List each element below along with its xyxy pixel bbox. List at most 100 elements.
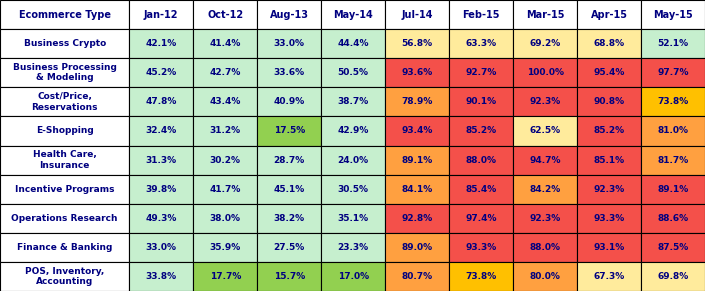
Text: 52.1%: 52.1% [658, 39, 689, 48]
Bar [257, 58, 321, 87]
Bar [129, 58, 193, 87]
Text: 68.8%: 68.8% [594, 39, 625, 48]
Bar [0, 262, 129, 291]
Bar [641, 233, 705, 262]
Bar [129, 146, 193, 175]
Text: 89.1%: 89.1% [402, 156, 433, 164]
Text: 45.1%: 45.1% [274, 185, 305, 194]
Bar [385, 175, 449, 204]
Bar [257, 146, 321, 175]
Bar [385, 233, 449, 262]
Text: 17.7%: 17.7% [209, 272, 241, 281]
Text: Aug-13: Aug-13 [270, 10, 309, 19]
Text: Operations Research: Operations Research [11, 214, 118, 223]
Bar [513, 233, 577, 262]
Bar [0, 175, 129, 204]
Bar [385, 29, 449, 58]
Text: 87.5%: 87.5% [657, 243, 689, 252]
Bar [0, 0, 129, 29]
Text: 73.8%: 73.8% [465, 272, 497, 281]
Text: Jul-14: Jul-14 [401, 10, 433, 19]
Text: 42.7%: 42.7% [209, 68, 241, 77]
Text: 42.1%: 42.1% [146, 39, 177, 48]
Bar [129, 175, 193, 204]
Bar [321, 58, 385, 87]
Bar [641, 204, 705, 233]
Text: 40.9%: 40.9% [274, 97, 305, 106]
Bar [321, 175, 385, 204]
Bar [193, 58, 257, 87]
Bar [321, 146, 385, 175]
Text: 94.7%: 94.7% [529, 156, 561, 164]
Bar [577, 58, 641, 87]
Text: 63.3%: 63.3% [465, 39, 497, 48]
Bar [193, 175, 257, 204]
Text: 78.9%: 78.9% [401, 97, 433, 106]
Bar [513, 87, 577, 116]
Text: 81.0%: 81.0% [658, 127, 689, 135]
Bar [193, 116, 257, 146]
Text: 56.8%: 56.8% [402, 39, 433, 48]
Text: 88.0%: 88.0% [529, 243, 560, 252]
Bar [449, 116, 513, 146]
Bar [449, 262, 513, 291]
Bar [321, 204, 385, 233]
Bar [577, 116, 641, 146]
Text: 88.6%: 88.6% [658, 214, 689, 223]
Bar [0, 116, 129, 146]
Bar [385, 204, 449, 233]
Bar [321, 0, 385, 29]
Text: 92.3%: 92.3% [529, 214, 560, 223]
Bar [449, 204, 513, 233]
Bar [577, 175, 641, 204]
Bar [641, 87, 705, 116]
Bar [257, 233, 321, 262]
Bar [641, 0, 705, 29]
Text: 45.2%: 45.2% [146, 68, 177, 77]
Text: 85.2%: 85.2% [594, 127, 625, 135]
Text: 89.0%: 89.0% [402, 243, 433, 252]
Text: 38.2%: 38.2% [274, 214, 305, 223]
Text: 69.2%: 69.2% [529, 39, 560, 48]
Text: Jan-12: Jan-12 [144, 10, 178, 19]
Bar [641, 262, 705, 291]
Text: 33.0%: 33.0% [274, 39, 305, 48]
Text: 32.4%: 32.4% [146, 127, 177, 135]
Text: Business Processing
& Modeling: Business Processing & Modeling [13, 63, 116, 82]
Bar [129, 29, 193, 58]
Text: 33.8%: 33.8% [146, 272, 177, 281]
Text: 69.8%: 69.8% [657, 272, 689, 281]
Bar [641, 116, 705, 146]
Bar [449, 175, 513, 204]
Bar [577, 0, 641, 29]
Text: Oct-12: Oct-12 [207, 10, 243, 19]
Bar [385, 146, 449, 175]
Text: 38.0%: 38.0% [210, 214, 241, 223]
Bar [385, 87, 449, 116]
Bar [193, 146, 257, 175]
Bar [577, 29, 641, 58]
Text: 43.4%: 43.4% [209, 97, 241, 106]
Text: 47.8%: 47.8% [146, 97, 177, 106]
Bar [257, 204, 321, 233]
Text: 93.3%: 93.3% [465, 243, 497, 252]
Text: May-15: May-15 [653, 10, 693, 19]
Bar [385, 116, 449, 146]
Bar [0, 29, 129, 58]
Bar [0, 233, 129, 262]
Text: 84.1%: 84.1% [402, 185, 433, 194]
Text: 93.3%: 93.3% [594, 214, 625, 223]
Text: 85.4%: 85.4% [465, 185, 497, 194]
Text: 31.2%: 31.2% [209, 127, 241, 135]
Bar [513, 58, 577, 87]
Bar [449, 146, 513, 175]
Text: 49.3%: 49.3% [146, 214, 177, 223]
Text: 92.8%: 92.8% [402, 214, 433, 223]
Text: 92.3%: 92.3% [529, 97, 560, 106]
Bar [193, 0, 257, 29]
Text: 39.8%: 39.8% [146, 185, 177, 194]
Bar [321, 29, 385, 58]
Text: 81.7%: 81.7% [657, 156, 689, 164]
Bar [0, 146, 129, 175]
Text: 80.7%: 80.7% [402, 272, 433, 281]
